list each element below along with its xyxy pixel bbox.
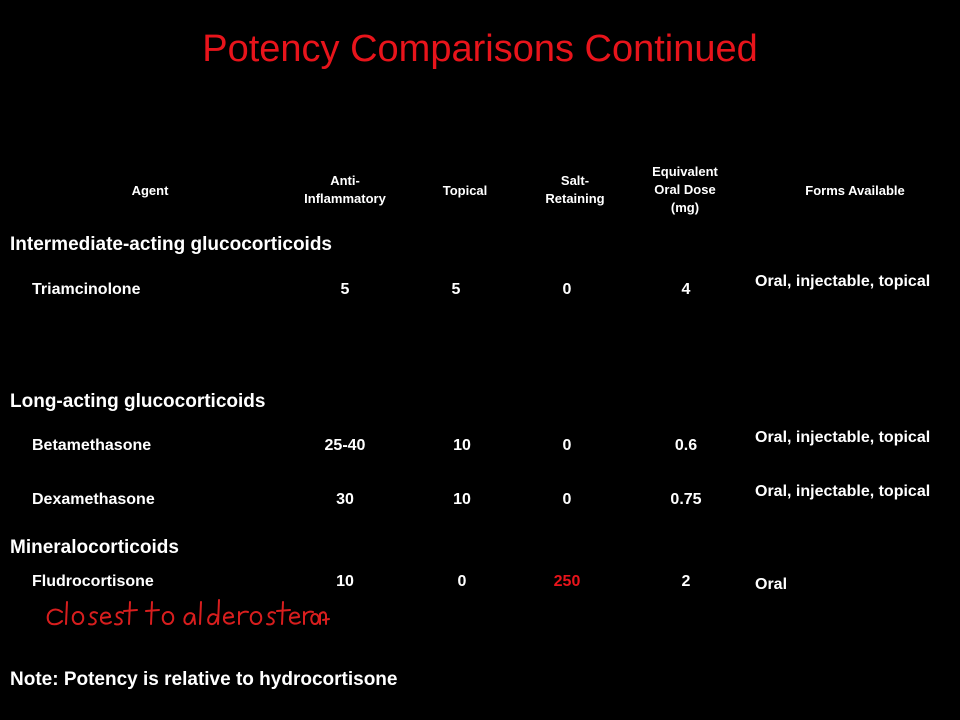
cell-equivalent-dose: 0.6 [674, 437, 698, 454]
cell-agent: Triamcinolone [32, 281, 141, 298]
cell-agent: Dexamethasone [32, 491, 155, 508]
header-equivalent-dose: Equivalent Oral Dose (mg) [652, 164, 718, 215]
cell-anti-inflammatory: 30 [336, 491, 354, 508]
cell-anti-inflammatory: 5 [340, 281, 350, 298]
cell-salt-retaining-highlight: 250 [553, 573, 581, 590]
cell-equivalent-dose: 0.75 [670, 491, 702, 508]
cell-salt-retaining: 0 [562, 281, 572, 298]
cell-forms-available: Oral [755, 576, 788, 593]
header-agent: Agent [131, 183, 169, 198]
cell-topical: 10 [453, 491, 471, 508]
cell-salt-retaining: 0 [562, 437, 572, 454]
cell-equivalent-dose: 4 [681, 281, 691, 298]
header-salt-retaining: Salt- Retaining [545, 173, 605, 206]
header-anti-inflammatory: Anti- Inflammatory [304, 173, 386, 206]
header-forms-available: Forms Available [805, 183, 905, 198]
section-heading-mineralocorticoids: Mineralocorticoids [10, 537, 179, 558]
cell-agent: Betamethasone [32, 437, 152, 454]
cell-anti-inflammatory: 10 [336, 573, 354, 590]
cell-agent: Fludrocortisone [32, 573, 154, 590]
handwritten-note-scribble [46, 599, 330, 626]
handwritten-annotation [40, 594, 330, 639]
cell-salt-retaining: 0 [562, 491, 572, 508]
footnote: Note: Potency is relative to hydrocortis… [10, 669, 398, 690]
cell-equivalent-dose: 2 [681, 573, 691, 590]
header-topical: Topical [442, 183, 488, 198]
slide-title: Potency Comparisons Continued [202, 28, 758, 70]
cell-topical: 10 [453, 437, 471, 454]
cell-forms-available: Oral, injectable, topical [755, 483, 931, 500]
cell-forms-available: Oral, injectable, topical [755, 273, 931, 290]
section-heading-intermediate: Intermediate-acting glucocorticoids [10, 234, 332, 255]
cell-forms-available: Oral, injectable, topical [755, 429, 931, 446]
cell-anti-inflammatory: 25-40 [324, 437, 366, 454]
section-heading-long-acting: Long-acting glucocorticoids [10, 391, 266, 412]
cell-topical: 5 [451, 281, 461, 298]
cell-topical: 0 [457, 573, 467, 590]
